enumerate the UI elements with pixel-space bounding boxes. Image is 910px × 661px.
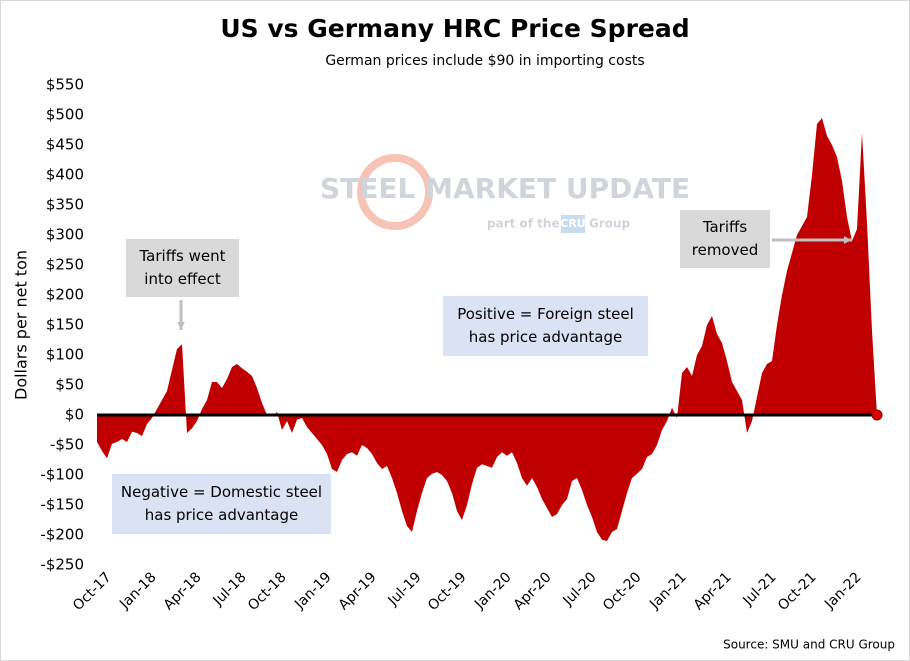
y-tick-label: $350 [46,196,84,214]
watermark-box [561,215,585,233]
annotation-text: into effect [144,270,221,288]
y-tick-label: $500 [46,106,84,124]
y-tick-label: -$200 [40,526,84,544]
watermark-brand: STEEL MARKET UPDATE [320,172,690,205]
annotation-box [126,239,239,297]
annotation-text: Positive = Foreign steel [457,305,634,323]
y-tick-label: $450 [46,136,84,154]
watermark-logo [357,154,433,230]
y-tick-label: $550 [46,76,84,94]
area [97,118,877,541]
y-tick-label: $0 [65,406,84,424]
y-tick-label: $150 [46,316,84,334]
watermark-part: part of the [487,217,560,231]
watermark-group: Group [589,217,631,231]
annotation-text: removed [692,241,758,259]
y-tick-label: $300 [46,226,84,244]
annotation-text: has price advantage [469,328,623,346]
annotation-text: Negative = Domestic steel [121,483,322,501]
annotation-box [443,296,648,356]
annotation-text: Tariffs went [138,247,225,265]
y-tick-label: $100 [46,346,84,364]
watermark: STEEL MARKET UPDATE part of the CRU Grou… [320,154,690,233]
y-tick-label: $250 [46,256,84,274]
y-axis-label: Dollars per net ton [12,250,31,400]
chart-title: US vs Germany HRC Price Spread [220,14,689,43]
y-tick-label: $200 [46,286,84,304]
annotation-text: has price advantage [145,506,299,524]
y-tick-label: -$50 [50,436,84,454]
arrow-head [177,321,185,330]
y-tick-label: -$150 [40,496,84,514]
annotation-box [112,474,331,534]
arrow-head [843,236,852,244]
end-marker [871,409,883,421]
watermark-cru: CRU [560,217,585,230]
y-tick-label: $400 [46,166,84,184]
source: Source: SMU and CRU Group [723,638,895,652]
annotation-box [680,210,770,268]
chart-subtitle: German prices include $90 in importing c… [325,53,644,69]
y-tick-label: -$250 [40,556,84,574]
annotation-text: Tariffs [702,218,748,236]
y-tick-label: -$100 [40,466,84,484]
y-tick-label: $50 [55,376,84,394]
